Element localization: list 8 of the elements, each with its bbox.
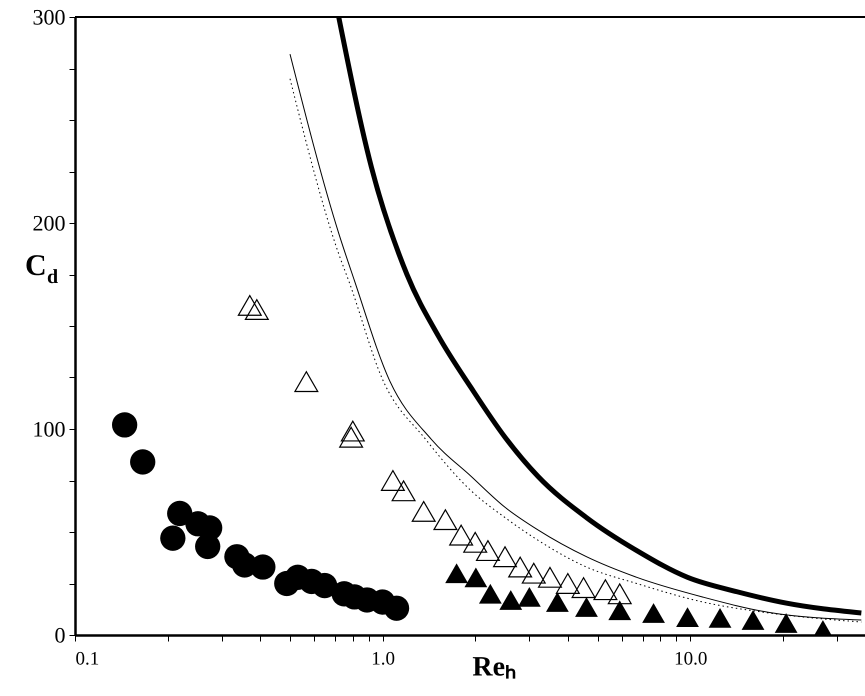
x-tick-label: 1.0 xyxy=(371,648,395,670)
x-tick-label: 0.1 xyxy=(76,648,100,670)
x-axis-title: Reₕ xyxy=(472,652,516,682)
y-tick-label: 0 xyxy=(54,622,66,648)
y-tick-label: 100 xyxy=(32,416,66,442)
y-tick-label: 200 xyxy=(32,210,66,236)
y-tick-label: 300 xyxy=(32,4,66,30)
x-tick-label: 10.0 xyxy=(674,648,708,670)
